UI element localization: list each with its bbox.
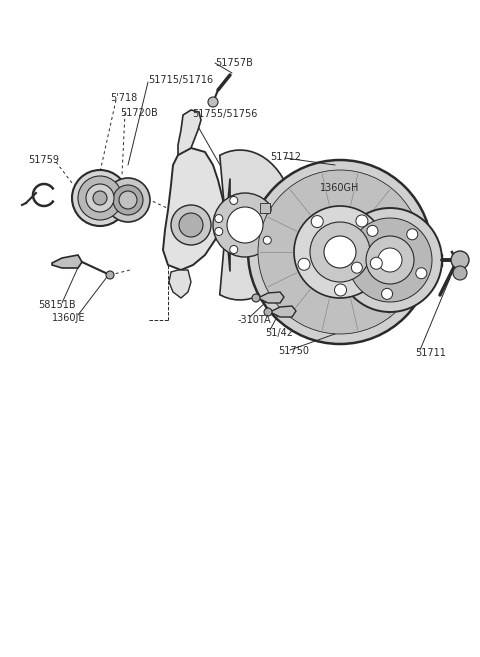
Circle shape: [208, 97, 218, 107]
Circle shape: [252, 294, 260, 302]
Circle shape: [106, 178, 150, 222]
Text: 51750: 51750: [278, 346, 309, 356]
Circle shape: [366, 236, 414, 284]
Polygon shape: [52, 255, 82, 268]
Text: 51759: 51759: [28, 155, 59, 165]
Polygon shape: [169, 270, 191, 298]
Circle shape: [93, 191, 107, 205]
Polygon shape: [260, 203, 270, 213]
Circle shape: [215, 215, 223, 223]
Circle shape: [230, 246, 238, 254]
Circle shape: [86, 184, 114, 212]
Circle shape: [113, 185, 143, 215]
Polygon shape: [220, 150, 295, 300]
Text: 58151B: 58151B: [38, 300, 76, 310]
Circle shape: [264, 206, 271, 214]
Circle shape: [370, 258, 382, 269]
Circle shape: [310, 222, 370, 282]
Circle shape: [378, 248, 402, 272]
Text: 1360JE: 1360JE: [52, 313, 85, 323]
Polygon shape: [178, 110, 201, 155]
Circle shape: [356, 215, 368, 227]
Text: 1360GH: 1360GH: [320, 183, 360, 193]
Circle shape: [407, 229, 418, 240]
Circle shape: [294, 206, 386, 298]
Circle shape: [335, 284, 347, 296]
Circle shape: [382, 288, 393, 300]
Text: 51715/51716: 51715/51716: [148, 75, 213, 85]
Circle shape: [72, 170, 128, 226]
Circle shape: [78, 176, 122, 220]
Circle shape: [258, 170, 422, 334]
Circle shape: [453, 266, 467, 280]
Circle shape: [213, 193, 277, 257]
Circle shape: [338, 208, 442, 312]
Circle shape: [230, 196, 238, 204]
Text: 51712: 51712: [270, 152, 301, 162]
Text: 51/42: 51/42: [265, 328, 293, 338]
Circle shape: [298, 258, 310, 270]
Circle shape: [171, 205, 211, 245]
Circle shape: [324, 236, 356, 268]
Circle shape: [106, 271, 114, 279]
Circle shape: [248, 160, 432, 344]
Circle shape: [351, 262, 362, 273]
Circle shape: [119, 191, 137, 209]
Circle shape: [348, 218, 432, 302]
Polygon shape: [163, 148, 223, 270]
Circle shape: [367, 225, 378, 237]
Text: 5'718: 5'718: [110, 93, 137, 103]
Text: -310TA: -310TA: [238, 315, 272, 325]
Circle shape: [311, 215, 323, 227]
Circle shape: [264, 308, 272, 316]
Text: 51757B: 51757B: [215, 58, 253, 68]
Circle shape: [179, 213, 203, 237]
Polygon shape: [258, 292, 284, 303]
Circle shape: [416, 268, 427, 279]
Text: 51755/51756: 51755/51756: [192, 109, 257, 119]
Circle shape: [215, 227, 223, 235]
Circle shape: [264, 237, 271, 244]
Circle shape: [227, 207, 263, 243]
Text: 51720B: 51720B: [120, 108, 158, 118]
Polygon shape: [270, 306, 296, 317]
Circle shape: [451, 251, 469, 269]
Text: 51711: 51711: [415, 348, 446, 358]
